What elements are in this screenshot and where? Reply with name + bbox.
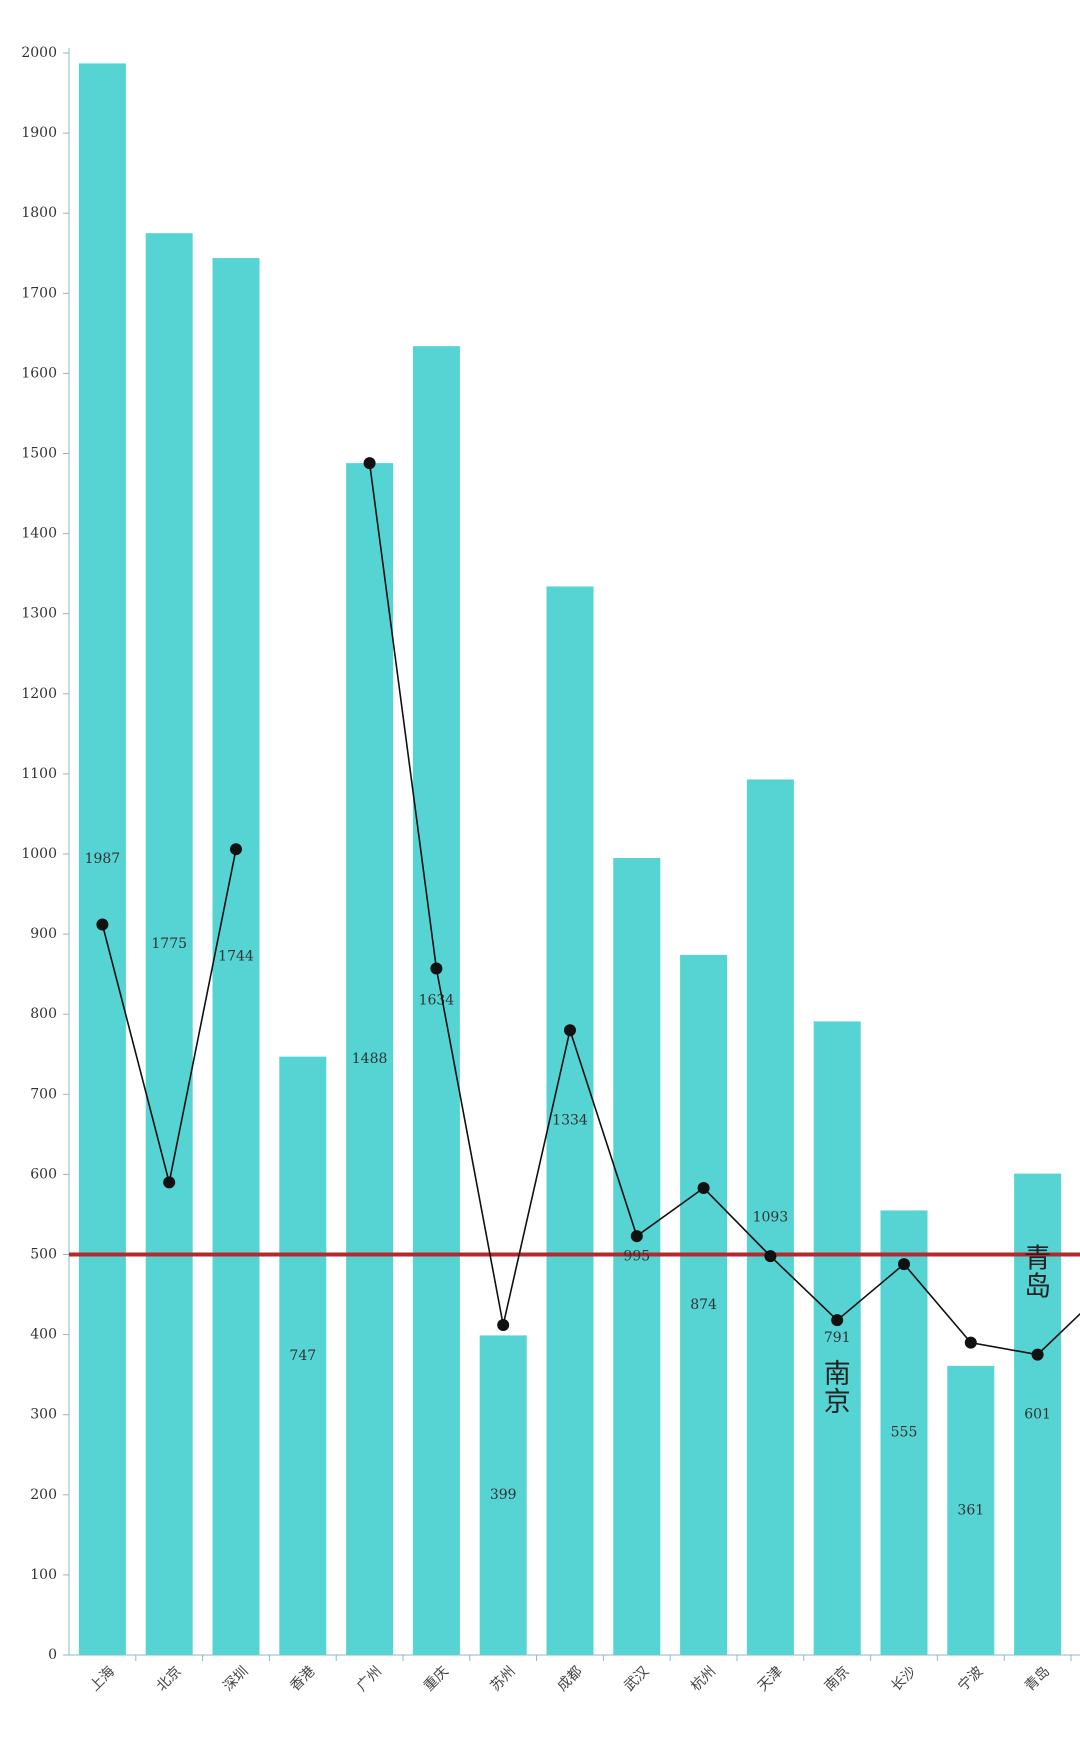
line-point [697, 1182, 710, 1195]
line-point [564, 1024, 576, 1037]
line-point [831, 1314, 844, 1327]
bar [613, 858, 661, 1655]
y-tick-label: 1100 [21, 766, 57, 782]
y-tick-label: 200 [30, 1487, 57, 1503]
x-tick-label: 天津 [755, 1663, 786, 1694]
y-tick-label: 100 [30, 1567, 57, 1583]
line-point [1031, 1348, 1044, 1361]
value-label: 1334 [552, 1113, 588, 1129]
x-tick-label: 武汉 [621, 1663, 652, 1694]
x-tick-label: 南京 [822, 1663, 853, 1694]
x-tick-label: 深圳 [220, 1663, 251, 1694]
x-tick-label: 上海 [87, 1663, 118, 1694]
line-point [163, 1176, 176, 1189]
value-label: 555 [891, 1425, 918, 1441]
annotation: 青岛 [1024, 1243, 1051, 1302]
y-tick-label: 1600 [21, 365, 57, 381]
x-tick-label: 北京 [154, 1663, 185, 1694]
value-label: 1093 [753, 1209, 789, 1225]
value-label: 1744 [218, 949, 254, 965]
value-label: 747 [289, 1348, 316, 1364]
line-point [630, 1230, 643, 1243]
x-tick-label: 香港 [287, 1663, 318, 1694]
x-tick-label: 青岛 [1022, 1663, 1053, 1694]
y-tick-label: 600 [30, 1166, 57, 1182]
bar [813, 1021, 861, 1655]
y-tick-label: 1800 [21, 205, 57, 221]
value-label: 601 [1024, 1406, 1051, 1422]
line-point [964, 1336, 977, 1349]
y-tick-label: 1300 [21, 606, 57, 622]
bar [346, 463, 394, 1655]
x-tick-label: 广州 [354, 1663, 385, 1694]
y-tick-label: 1700 [21, 285, 57, 301]
y-tick-label: 1000 [21, 846, 57, 862]
line-point [497, 1318, 510, 1331]
bar [212, 258, 260, 1655]
value-label: 791 [824, 1330, 851, 1346]
y-tick-label: 800 [30, 1006, 57, 1022]
x-tick-label: 宁波 [955, 1663, 987, 1695]
line-point [764, 1250, 777, 1263]
bar [947, 1365, 995, 1655]
line-point [430, 962, 443, 975]
y-tick-label: 900 [30, 926, 57, 942]
y-tick-label: 1200 [21, 686, 57, 702]
x-tick-label: 成都 [554, 1663, 585, 1694]
line-point [898, 1258, 910, 1271]
annotation: 南京 [824, 1359, 851, 1418]
y-tick-label: 1400 [21, 526, 57, 542]
value-label: 1775 [151, 936, 187, 952]
x-tick-label: 长沙 [888, 1663, 919, 1694]
bar [680, 954, 728, 1655]
bar [880, 1210, 928, 1655]
y-tick-label: 700 [30, 1086, 57, 1102]
bar [746, 779, 794, 1655]
value-label: 995 [623, 1249, 650, 1265]
value-label: 1634 [419, 993, 455, 1009]
y-tick-label: 1500 [21, 446, 57, 462]
y-tick-label: 0 [48, 1647, 57, 1663]
y-tick-label: 2000 [21, 45, 57, 61]
line-point [96, 918, 109, 931]
bar [412, 346, 460, 1655]
line-point [363, 457, 376, 470]
y-tick-label: 500 [30, 1247, 57, 1263]
x-tick-label: 杭州 [688, 1663, 719, 1694]
value-label: 361 [957, 1502, 984, 1518]
bar [78, 63, 126, 1656]
y-tick-label: 400 [30, 1327, 57, 1343]
bar [479, 1335, 527, 1655]
x-tick-label: 苏州 [488, 1663, 519, 1694]
bar [546, 586, 594, 1655]
value-label: 874 [690, 1297, 717, 1313]
x-tick-label: 重庆 [421, 1663, 452, 1694]
value-label: 1987 [85, 851, 121, 867]
y-tick-label: 300 [30, 1407, 57, 1423]
line-point [230, 843, 242, 856]
y-tick-label: 1900 [21, 125, 57, 141]
bar [279, 1056, 327, 1655]
value-label: 1488 [352, 1051, 388, 1067]
value-label: 399 [490, 1487, 517, 1503]
bar [145, 233, 193, 1656]
